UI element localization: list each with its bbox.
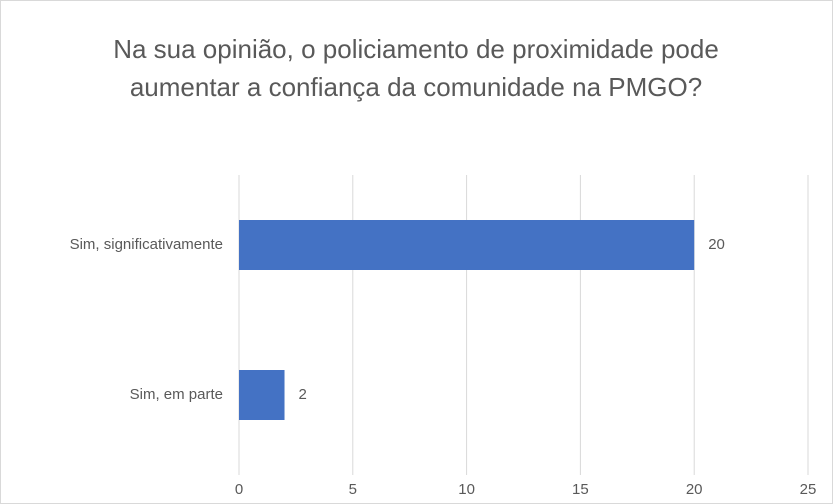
data-label: 20 — [708, 236, 725, 253]
y-tick-label: Sim, em parte — [130, 386, 223, 403]
y-tick-label: Sim, significativamente — [70, 236, 223, 253]
bar — [239, 220, 695, 270]
bar — [239, 370, 285, 420]
x-tick-label: 15 — [572, 481, 589, 498]
x-tick-label: 20 — [686, 481, 703, 498]
data-label: 2 — [299, 386, 307, 403]
x-tick-label: 25 — [800, 481, 817, 498]
x-tick-label: 0 — [235, 481, 243, 498]
x-tick-label: 10 — [458, 481, 475, 498]
chart-title: Na sua opinião, o policiamento de proxim… — [113, 34, 719, 102]
x-tick-label: 5 — [349, 481, 357, 498]
